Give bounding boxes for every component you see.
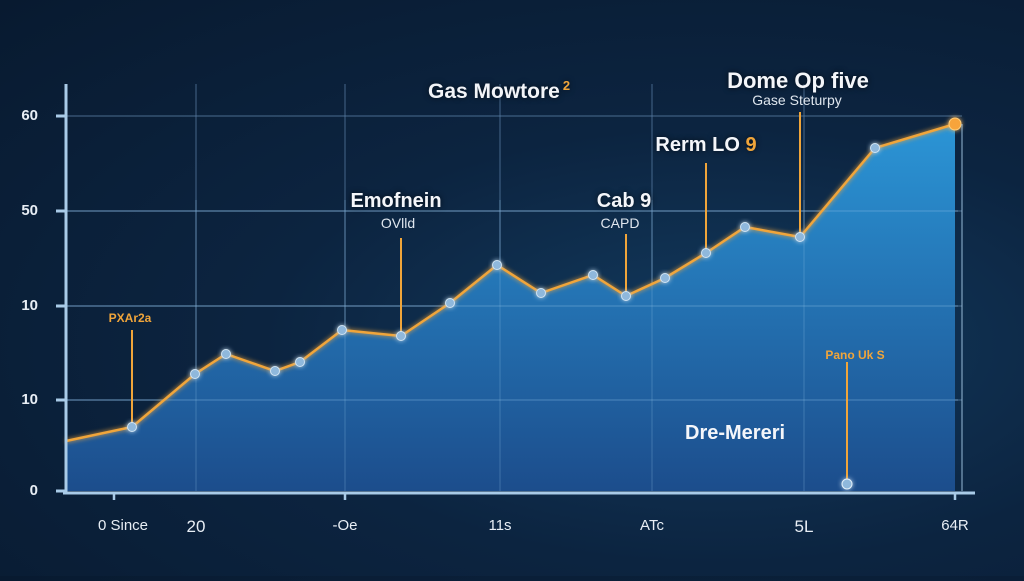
grid-lines-over-area [66, 200, 958, 491]
annotation-dome-op-five-sub: Gase Steturpy [752, 92, 842, 108]
area-fill [66, 124, 955, 491]
x-tick-5: 5L [794, 517, 814, 536]
y-tick-10-lower: 10 [21, 391, 38, 408]
chart-title-text: Gas Mowtore [428, 80, 560, 103]
annotation-dome-op-five: Dome Op five [727, 68, 869, 93]
x-tick-1: 20 [186, 517, 206, 536]
annotation-cab9-sub: CAPD [600, 215, 640, 231]
y-tick-50: 50 [21, 202, 38, 219]
annotation-rerm-lo-accent: 9 [745, 134, 757, 156]
chart-title: Gas Mowtore 2 [428, 78, 570, 104]
inside-area-label: Dre-Mereri [685, 422, 786, 444]
x-tick-3: 11s [488, 517, 512, 534]
y-tick-10-upper: 10 [21, 297, 38, 314]
annotation-pxar2a: PXAr2a [108, 311, 152, 325]
annotation-emofnein-sub: OVlld [380, 215, 416, 231]
axes [56, 84, 975, 500]
annotation-emofnein: Emofnein [350, 190, 442, 212]
y-tick-0: 0 [29, 482, 38, 499]
annotation-leaders [131, 112, 848, 480]
y-tick-60: 60 [21, 107, 38, 124]
annotation-pano-uk: Pano Uk S [825, 348, 885, 362]
data-points [127, 117, 962, 490]
x-tick-0: 0 Since [97, 517, 149, 534]
x-tick-6: 64R [941, 517, 969, 534]
annotation-cab9: Cab 9 [596, 190, 652, 212]
chart-title-superscript: 2 [562, 78, 571, 93]
annotation-rerm-lo-text: Rerm LO [655, 134, 740, 156]
x-tick-4: ATc [640, 517, 664, 534]
annotation-rerm-lo: Rerm LO 9 [655, 134, 756, 157]
x-tick-2: -Oe [332, 517, 358, 534]
